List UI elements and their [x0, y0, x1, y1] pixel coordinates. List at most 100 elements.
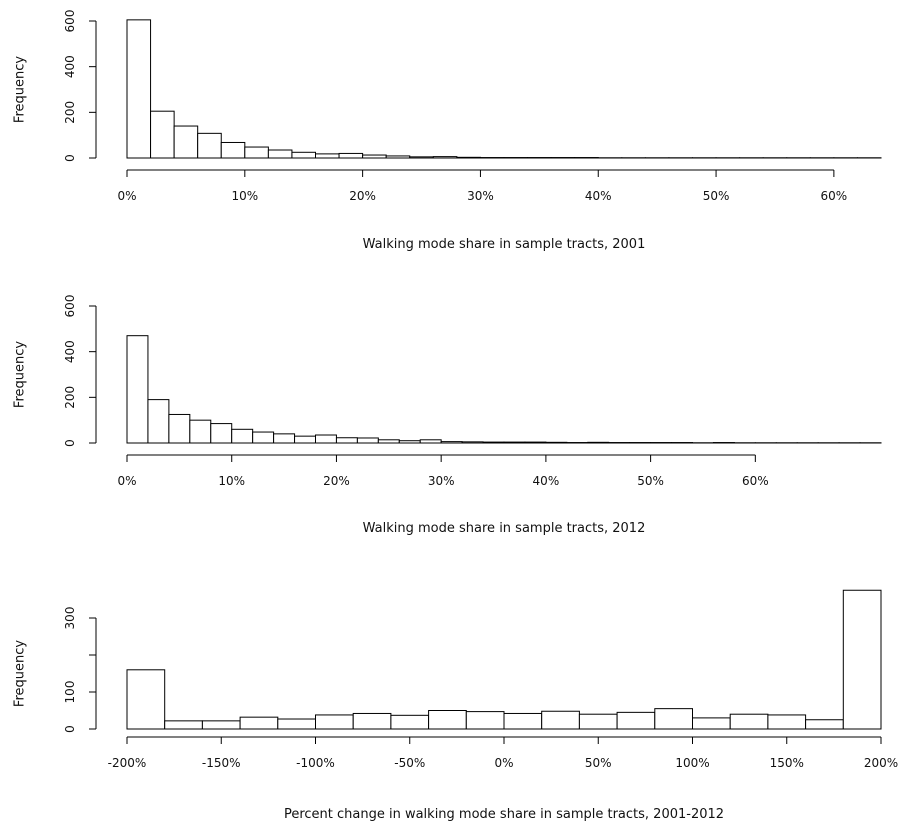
histogram-bar [220, 141, 246, 159]
histogram-bar [545, 441, 568, 444]
histogram-bar [362, 154, 387, 159]
x-tick-label: 60% [742, 474, 769, 488]
histogram-bar [150, 110, 175, 159]
y-tick-label: 0 [63, 725, 77, 733]
histogram-bar [126, 669, 166, 730]
histogram-bar [273, 433, 296, 444]
x-axis-title: Walking mode share in sample tracts, 200… [363, 237, 646, 252]
histogram-bar [197, 132, 222, 159]
histogram-bar [239, 716, 279, 730]
y-tick-label: 400 [63, 55, 77, 78]
histogram-bar [385, 155, 411, 159]
histogram-bar [352, 712, 392, 730]
histogram-bar [168, 413, 191, 444]
histogram-bar [277, 718, 316, 730]
histogram-bar [267, 149, 293, 159]
histogram-bar [173, 125, 199, 159]
histogram-panel-2: 0% 10% 20% 30% 40% 50% 60% 0 200 400 600 Walking mo… [13, 295, 882, 536]
histogram-bar [252, 431, 275, 444]
y-axis-title: Frequency [13, 640, 28, 707]
histogram-bar [315, 714, 354, 730]
y-tick-label: 200 [63, 386, 77, 409]
x-tick-label: 50% [703, 189, 730, 203]
y-tick-label: 100 [63, 681, 77, 704]
histogram-bar [503, 712, 543, 730]
histogram-bar [482, 441, 505, 444]
histogram-bar [164, 720, 203, 730]
y-tick-label: 200 [63, 101, 77, 124]
histogram-bar [126, 335, 149, 444]
x-tick-label: 200% [864, 756, 898, 770]
x-tick-label: 50% [637, 474, 664, 488]
y-tick-label: 600 [63, 295, 77, 318]
y-axis-title: Frequency [13, 341, 28, 408]
x-axis-title: Walking mode share in sample tracts, 201… [363, 521, 646, 536]
histogram-panel-1: 0% 10% 20% 30% 40% 50% 60% 0 200 400 600 Walking mo… [13, 10, 882, 252]
histogram-bar [398, 440, 421, 444]
histogram-bar [291, 151, 316, 159]
x-tick-label: 10% [231, 189, 258, 203]
histogram-bar [541, 710, 580, 730]
histogram-bar [616, 711, 656, 730]
histogram-bar [126, 19, 152, 159]
x-tick-label: 150% [770, 756, 804, 770]
x-axis-title: Percent change in walking mode share in … [284, 807, 724, 822]
histogram-bar [503, 441, 526, 444]
histogram-bar [356, 437, 379, 444]
histogram-bar [210, 423, 233, 444]
x-tick-label: 20% [349, 189, 376, 203]
x-tick-label: -50% [394, 756, 425, 770]
histogram-bar [842, 589, 882, 730]
x-tick-label: 20% [323, 474, 350, 488]
y-tick-label: 300 [63, 607, 77, 630]
histogram-bar [294, 435, 316, 444]
histogram-bar [335, 437, 358, 444]
histogram-bar [419, 439, 442, 444]
histogram-bar [578, 713, 618, 730]
x-tick-label: 100% [675, 756, 709, 770]
x-tick-label: 30% [467, 189, 494, 203]
histogram-bar [767, 714, 807, 730]
histogram-bar [654, 708, 693, 730]
histogram-bar [409, 156, 434, 159]
x-tick-label: 60% [821, 189, 848, 203]
histogram-bar [428, 710, 467, 730]
histogram-bar [244, 146, 269, 159]
histogram-bar [524, 441, 547, 444]
x-tick-label: 50% [585, 756, 612, 770]
histogram-bar [692, 717, 731, 730]
histogram-panel-3: -200% -150% -100% -50% 0% 50% 100% 150% 200% 0 100… [13, 589, 898, 822]
x-tick-label: 30% [428, 474, 455, 488]
x-tick-label: 0% [494, 756, 513, 770]
x-tick-label: 0% [117, 189, 136, 203]
histogram-bar [189, 419, 212, 444]
x-tick-label: -200% [108, 756, 147, 770]
histogram-bar [465, 711, 505, 730]
histogram-bar [587, 441, 610, 444]
histogram-bar [147, 399, 170, 444]
histogram-bar [805, 719, 844, 730]
histogram-bar [201, 720, 241, 730]
y-tick-label: 0 [63, 154, 77, 162]
y-tick-label: 600 [63, 10, 77, 33]
histogram-bar [461, 441, 484, 444]
histogram-bar [390, 714, 430, 730]
histogram-bar [432, 156, 458, 159]
histogram-bar [729, 713, 769, 730]
histogram-bar [315, 153, 340, 159]
y-tick-label: 0 [63, 439, 77, 447]
x-tick-label: 40% [533, 474, 560, 488]
histogram-bar [315, 434, 337, 444]
x-tick-label: -100% [296, 756, 335, 770]
histogram-bar [338, 152, 364, 159]
histogram-bar [440, 441, 463, 444]
histogram-bar [231, 428, 254, 444]
x-tick-label: 10% [218, 474, 245, 488]
histogram-bar [456, 156, 481, 159]
x-tick-label: -150% [202, 756, 241, 770]
y-axis-title: Frequency [13, 56, 28, 123]
x-tick-label: 40% [585, 189, 612, 203]
x-tick-label: 0% [117, 474, 136, 488]
histogram-bar [377, 439, 400, 444]
